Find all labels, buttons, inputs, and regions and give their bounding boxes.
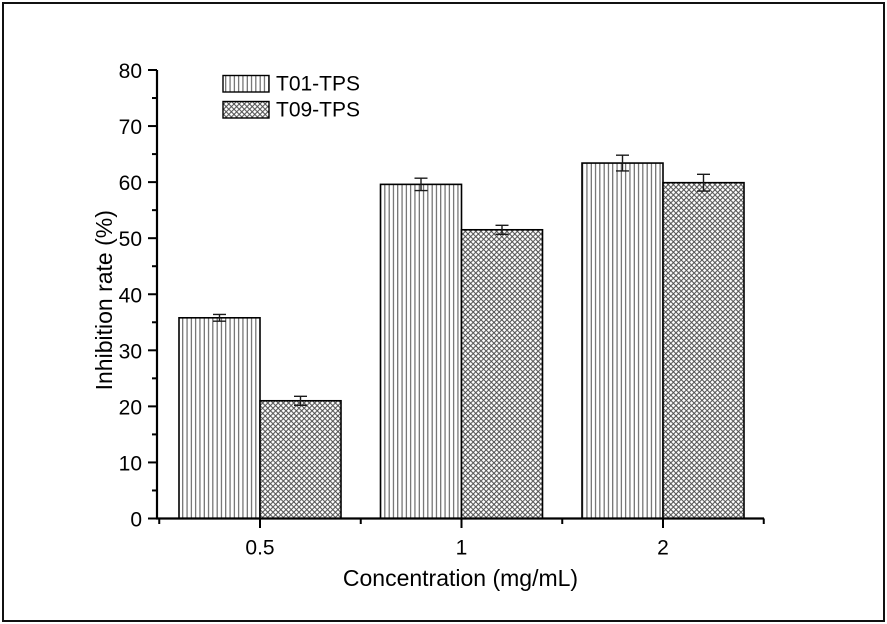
x-tick-label: 1 xyxy=(456,537,468,560)
error-bar xyxy=(414,177,428,192)
y-tick-label: 60 xyxy=(119,172,142,195)
x-axis-title: Concentration (mg/mL) xyxy=(343,565,578,591)
y-tick-label: 50 xyxy=(119,228,142,251)
y-tick-label: 0 xyxy=(130,509,142,532)
x-tick-label: 2 xyxy=(657,537,669,560)
legend-label: T01-TPS xyxy=(276,73,360,96)
bar-t01-tps-1 xyxy=(379,183,463,520)
y-tick-label: 40 xyxy=(119,284,142,307)
legend-label: T09-TPS xyxy=(276,99,360,122)
y-tick-label: 70 xyxy=(119,116,142,139)
y-tick-label: 20 xyxy=(119,396,142,419)
legend-swatch-t09-tps xyxy=(222,100,270,119)
legend-swatch-t01-tps xyxy=(222,74,270,93)
y-axis-title: Inhibition rate (%) xyxy=(91,210,117,390)
bar-t09-tps-1 xyxy=(460,228,544,520)
bar-t09-tps-2 xyxy=(662,181,745,520)
error-bar xyxy=(495,224,509,235)
error-bar xyxy=(697,173,710,192)
bar-t01-tps-0.5 xyxy=(178,316,261,520)
error-bar xyxy=(616,154,629,172)
y-tick-label: 10 xyxy=(119,452,142,475)
error-bar xyxy=(294,395,307,406)
legend: T01-TPS T09-TPS xyxy=(222,73,360,122)
bar-t09-tps-0.5 xyxy=(259,399,342,520)
y-tick-label: 30 xyxy=(119,340,142,363)
error-bar xyxy=(213,313,226,322)
bar-t01-tps-2 xyxy=(581,162,664,520)
y-tick-label: 80 xyxy=(119,60,142,83)
x-tick-label: 0.5 xyxy=(245,537,274,560)
